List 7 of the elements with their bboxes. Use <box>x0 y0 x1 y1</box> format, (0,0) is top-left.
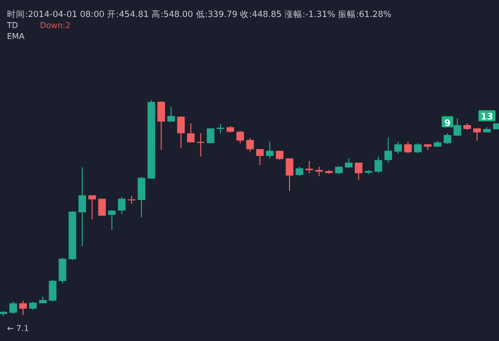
chart-title: 时间:2014-04-01 08:00 开:454.81 高:548.00 低:339.79 收:448.85 涨幅:-1.31% 振幅:61.28% <box>7 9 392 20</box>
text: ← 7.1 <box>7 324 29 333</box>
text: TD <box>6 21 18 30</box>
candle: 13 <box>478 110 496 133</box>
candle: 9 <box>442 116 454 145</box>
text: Down:2 <box>40 21 70 30</box>
text: EMA <box>7 32 25 41</box>
